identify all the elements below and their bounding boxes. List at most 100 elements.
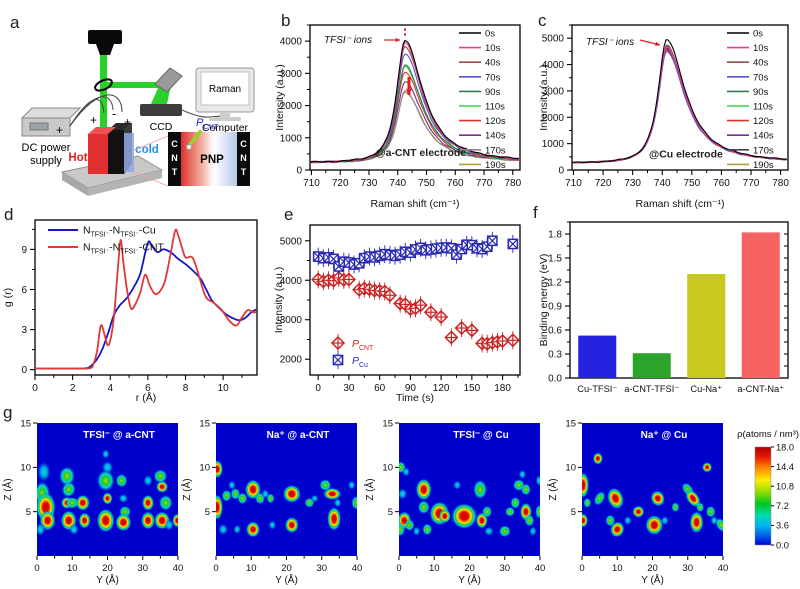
svg-text:3000: 3000 [280,69,303,80]
computer-label: Computer [202,122,249,134]
svg-text:14.4: 14.4 [776,462,794,472]
svg-text:NTFSI⁻-NTFSI⁻-Cu: NTFSI⁻-NTFSI⁻-Cu [83,225,156,239]
svg-text:110s: 110s [485,102,505,113]
panel-b-chart: 710 720 730 740 750 760 770 780 0 1000 2000 3000 400… [274,24,522,210]
svg-text:0.9: 0.9 [548,302,562,313]
svg-text:140s: 140s [485,131,506,142]
svg-text:5000: 5000 [280,236,303,247]
svg-text:1000: 1000 [280,133,303,144]
wires [69,94,123,127]
svg-text:2000: 2000 [542,113,565,124]
panel-g-label: g [3,403,13,422]
svg-text:C: C [240,139,247,149]
svg-text:TFSI⁻ ions: TFSI⁻ ions [324,35,372,46]
svg-text:10: 10 [218,383,230,394]
svg-text:Raman shift (cm⁻¹): Raman shift (cm⁻¹) [636,198,725,210]
panel-b-label: b [281,11,291,30]
svg-text:10: 10 [429,563,440,574]
svg-text:180: 180 [494,383,511,394]
svg-text:4000: 4000 [280,37,303,48]
svg-text:20: 20 [464,563,475,574]
svg-text:6: 6 [21,285,27,296]
svg-text:10: 10 [67,563,78,574]
svg-text:1.8: 1.8 [548,230,562,241]
svg-text:120s: 120s [753,116,774,127]
svg-text:0: 0 [21,365,27,376]
plus-sign-cold: + [124,115,131,129]
svg-text:60: 60 [374,383,386,394]
svg-text:40: 40 [173,563,184,574]
svg-text:30: 30 [137,563,148,574]
svg-text:710: 710 [565,178,582,189]
svg-text:70s: 70s [753,72,769,83]
svg-text:a-CNT-TFSI⁻: a-CNT-TFSI⁻ [624,384,679,394]
svg-text:1000: 1000 [542,139,565,150]
svg-text:750: 750 [418,178,435,189]
svg-text:0: 0 [32,383,38,394]
svg-text:190s: 190s [485,160,506,171]
svg-text:0: 0 [34,563,39,574]
svg-text:770: 770 [743,178,760,189]
cnt-left-label: C N T [171,139,178,177]
raman-screen-label: Raman [209,84,241,95]
svg-text:0: 0 [296,166,302,177]
svg-text:5: 5 [388,507,393,518]
svg-text:740: 740 [654,178,671,189]
svg-text:710: 710 [303,178,320,189]
svg-text:730: 730 [624,178,641,189]
svg-text:10.8: 10.8 [776,482,794,492]
panel-f-label: f [533,203,538,222]
svg-text:770: 770 [476,178,493,189]
svg-text:g (r): g (r) [2,288,14,307]
p-cnt-label: PCNT [196,117,218,131]
svg-text:Z (Å): Z (Å) [180,478,193,500]
plus-sign-hot: + [90,113,97,127]
svg-text:120s: 120s [485,116,506,127]
svg-text:Z (Å): Z (Å) [1,478,14,500]
objective-lens [88,30,122,44]
minus-sign: - [112,106,116,121]
svg-text:Y (Å): Y (Å) [275,573,298,586]
dc-label-2: supply [30,155,62,167]
svg-text:0.6: 0.6 [548,326,562,337]
cnt-right-label: C N T [240,139,247,177]
svg-text:Raman shift (cm⁻¹): Raman shift (cm⁻¹) [371,198,460,210]
svg-text:TFSI⁻ @ a-CNT: TFSI⁻ @ a-CNT [83,430,155,441]
dc-power-supply [20,107,82,137]
svg-text:780: 780 [504,178,521,189]
svg-text:4000: 4000 [280,276,303,287]
svg-text:Intensity (a.u.): Intensity (a.u.) [273,267,285,334]
svg-text:3.6: 3.6 [776,521,789,531]
svg-text:1.5: 1.5 [548,254,562,265]
svg-text:Z (Å): Z (Å) [363,478,376,500]
svg-text:TFSI⁻ ions: TFSI⁻ ions [586,37,634,48]
svg-text:720: 720 [332,178,349,189]
svg-text:0: 0 [315,383,321,394]
svg-text:C: C [171,139,178,149]
svg-text:190s: 190s [753,160,774,171]
svg-text:Y (Å): Y (Å) [458,573,481,586]
svg-text:0.0: 0.0 [776,540,789,550]
svg-text:40s: 40s [485,58,501,69]
svg-text:20: 20 [647,563,658,574]
svg-text:Z (Å): Z (Å) [546,478,559,500]
svg-text:Na⁺ @ a-CNT: Na⁺ @ a-CNT [267,430,330,441]
panel-d-label: d [4,205,14,224]
svg-text:Intensity (a.u.): Intensity (a.u.) [538,64,550,131]
svg-text:ρ(atoms / nm³): ρ(atoms / nm³) [737,429,799,440]
svg-text:9: 9 [21,245,27,256]
svg-text:740: 740 [389,178,406,189]
svg-text:170s: 170s [753,145,774,156]
svg-text:780: 780 [772,178,789,189]
svg-text:30: 30 [343,383,355,394]
svg-text:6: 6 [145,383,151,394]
dc-label-1: DC power [22,142,71,154]
mirror [154,67,183,93]
svg-text:T: T [172,167,178,177]
svg-text:2000: 2000 [280,101,303,112]
svg-text:r (Å): r (Å) [136,391,156,404]
svg-text:N: N [171,153,178,163]
svg-text:0: 0 [558,166,564,177]
svg-text:T: T [241,167,247,177]
svg-text:3000: 3000 [542,86,565,97]
